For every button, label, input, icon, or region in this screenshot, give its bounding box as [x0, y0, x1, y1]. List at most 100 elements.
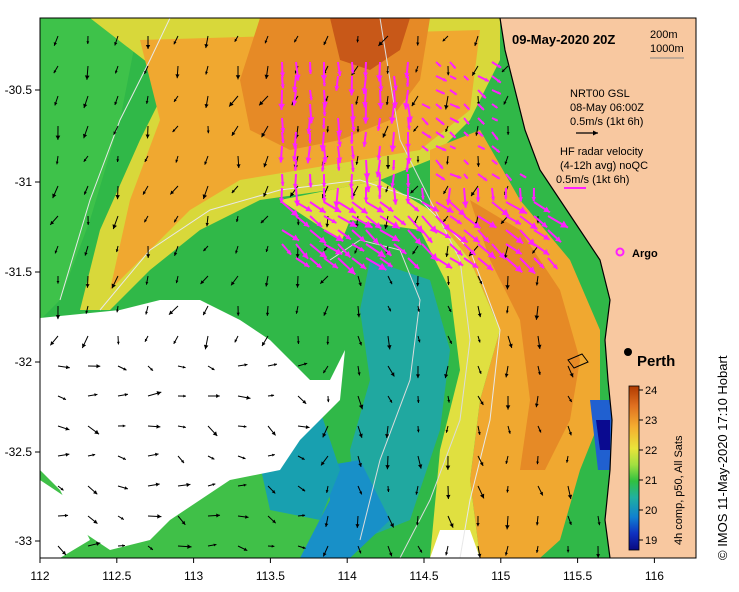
model-vector-head [412, 250, 416, 255]
hf-vector-head [316, 262, 322, 268]
hf-vector-head [308, 70, 313, 74]
hf-vector-head [483, 177, 488, 181]
model-vector-head [175, 280, 179, 284]
hf-vector-head [465, 175, 468, 179]
model-vector-head [82, 343, 87, 349]
model-vector-head [443, 218, 447, 222]
nrt-label-line2: 08-May 06:00Z [570, 102, 644, 114]
model-vector-head [378, 41, 384, 46]
x-tick-label: 115 [491, 569, 510, 583]
model-vector-head [388, 308, 391, 312]
model-vector-head [205, 222, 209, 227]
hf-vector-head [400, 220, 406, 225]
model-vector-head [83, 158, 87, 162]
model-vector-head [234, 38, 238, 42]
river-shape [567, 353, 589, 369]
hf-vector-head [364, 186, 371, 193]
hf-vector-head [291, 100, 298, 106]
hf-vector-head [496, 149, 500, 153]
model-vector-head [265, 249, 269, 253]
model-vector-head [476, 102, 480, 105]
hf-vector-head [336, 157, 343, 163]
hf-vector-head [362, 117, 370, 124]
model-vector-head [478, 370, 482, 374]
model-vector-head [246, 395, 251, 400]
hf-vector-head [472, 262, 479, 268]
x-tick-label: 116 [645, 569, 664, 583]
hf-vector-head [475, 197, 481, 202]
nrt-label-line1: NRT00 GSL [570, 88, 630, 100]
hf-vector-head [445, 262, 453, 269]
model-vector-head [261, 132, 266, 138]
hf-vector-head [385, 250, 392, 256]
model-vector-head [216, 513, 221, 518]
model-vector-head [271, 431, 276, 436]
hf-vector-head [470, 249, 476, 255]
hf-vector-head [432, 205, 439, 212]
model-vector-head [446, 494, 451, 499]
model-vector-head [386, 489, 390, 493]
hf-vector-head [445, 199, 452, 205]
model-vector-head [216, 394, 220, 398]
model-vector-head [389, 523, 394, 528]
model-vector-head [354, 250, 358, 254]
model-vector-head [296, 341, 300, 344]
hf-vector-head [278, 157, 284, 163]
model-vector-head [302, 514, 306, 517]
model-vector-head [186, 482, 191, 487]
model-vector-head [243, 547, 248, 551]
model-vector-head [358, 341, 362, 346]
hf-vector-head [461, 201, 469, 208]
model-vector-head [323, 41, 327, 45]
hf-vector-head [425, 121, 429, 125]
model-vector-head [235, 219, 239, 223]
model-vector-head [569, 372, 574, 378]
hf-vector-head [392, 199, 398, 205]
hf-vector-head [523, 175, 527, 178]
model-vector-head [356, 39, 360, 43]
model-vector-head [294, 39, 297, 43]
y-axis: -30.5 -31 -31.5 -32 -32.5 -33 [5, 83, 40, 548]
model-vector-head [505, 285, 510, 290]
model-vector-head [86, 222, 90, 225]
hf-vector-head [529, 222, 538, 230]
hf-vector-head [376, 155, 382, 161]
hf-vector-head [374, 222, 382, 229]
model-vector-head [325, 490, 329, 493]
hf-vector-head [303, 221, 310, 227]
model-vector-head [477, 339, 481, 343]
hf-vector-head [508, 177, 512, 181]
hf-vector-head [483, 236, 490, 243]
model-vector-head [55, 135, 61, 140]
model-vector-head [112, 224, 117, 230]
hf-vector-head [438, 106, 442, 109]
model-vector-head [504, 373, 509, 378]
model-vector-head [442, 38, 446, 42]
model-vector-head [532, 250, 536, 254]
hf-vector-head [497, 64, 502, 68]
x-tick-label: 114 [338, 569, 357, 583]
hf-vector-head [496, 79, 501, 83]
model-vector-head [144, 219, 147, 223]
hf-vector-head [441, 91, 445, 95]
model-vector-head [271, 453, 275, 457]
model-vector-head [446, 282, 450, 286]
model-vector-head [211, 456, 215, 460]
model-vector-head [321, 461, 325, 466]
hf-label-line3: 0.5m/s (1kt 6h) [556, 174, 629, 186]
model-vector-head [264, 282, 269, 287]
model-vector-head [303, 362, 308, 366]
hf-vector-head [337, 141, 342, 147]
model-vector-head [65, 452, 70, 457]
hf-vector-head [503, 195, 508, 200]
hf-vector-head [320, 167, 325, 172]
hf-vector-head [440, 121, 445, 125]
model-vector-head [302, 399, 307, 404]
hf-vector-head [453, 76, 457, 80]
hf-vector-head [350, 195, 355, 200]
model-vector-head [447, 399, 451, 403]
model-vector-head [155, 452, 159, 457]
model-vector-head [245, 515, 249, 519]
hf-vector-head [456, 249, 463, 256]
model-vector-head [65, 365, 70, 370]
